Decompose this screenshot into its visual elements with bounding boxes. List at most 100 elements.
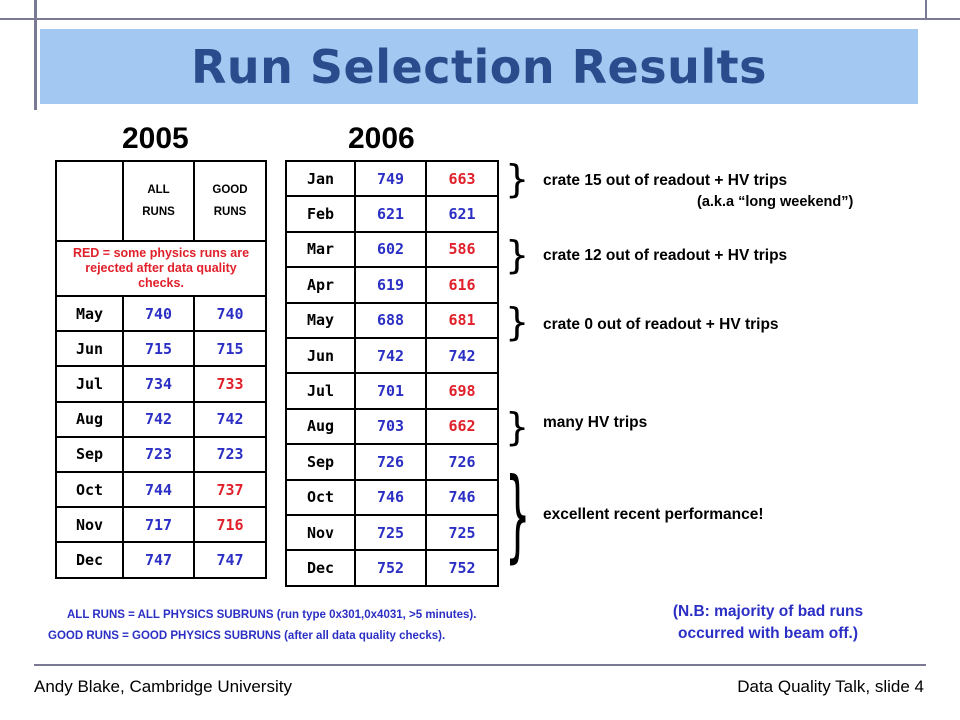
good-runs-cell: 747 <box>193 541 267 579</box>
good-runs-cell: 746 <box>425 478 499 516</box>
brace-icon: } <box>505 233 530 277</box>
annotation-crate0: crate 0 out of readout + HV trips <box>543 316 779 333</box>
nb-note: (N.B: majority of bad runs occurred with… <box>628 601 908 645</box>
good-runs-cell: 698 <box>425 372 499 410</box>
table-row: Jul 701 698 <box>285 372 499 410</box>
month-cell: Oct <box>285 478 356 516</box>
table-row: Jun 742 742 <box>285 336 499 375</box>
month-cell: Jan <box>285 159 356 198</box>
good-runs-cell: 737 <box>193 470 267 509</box>
table-row: May 740 740 <box>55 294 267 333</box>
table-row: Jun 715 715 <box>55 330 267 368</box>
month-cell: Oct <box>55 470 124 509</box>
good-runs-cell: 725 <box>425 513 499 552</box>
all-runs-cell: 752 <box>354 549 427 587</box>
table-row: Aug 742 742 <box>55 400 267 438</box>
month-cell: Mar <box>285 230 356 269</box>
annotation-long-weekend: (a.k.a “long weekend”) <box>697 194 854 210</box>
month-cell: Sep <box>55 435 124 473</box>
annotation-hv-trips: many HV trips <box>543 414 648 431</box>
all-runs-cell: 701 <box>354 372 427 410</box>
year-2006-heading: 2006 <box>348 122 415 155</box>
all-runs-cell: 726 <box>354 443 427 481</box>
table-row: Sep 726 726 <box>285 443 499 481</box>
frame-left-line <box>34 0 37 110</box>
table-2005: ALL RUNS GOOD RUNS RED = some physics ru… <box>55 160 267 579</box>
month-cell: Aug <box>55 400 124 438</box>
good-runs-cell: 733 <box>193 365 267 403</box>
all-runs-cell: 740 <box>122 294 195 333</box>
table-2006: Jan 749 663 Feb 621 621 Mar 602 586 Apr 619 616 May 6… <box>285 159 499 587</box>
large-brace-icon: } <box>505 456 531 573</box>
frame-right-tick <box>925 0 927 18</box>
good-runs-cell: 716 <box>193 506 267 544</box>
annotation-crate15: crate 15 out of readout + HV trips <box>543 172 788 189</box>
good-runs-cell: 621 <box>425 195 499 233</box>
table-row: Jul 734 733 <box>55 365 267 403</box>
all-runs-cell: 717 <box>122 506 195 544</box>
all-runs-cell: 747 <box>122 541 195 579</box>
header-all-runs-label: ALL RUNS <box>142 184 175 218</box>
month-cell: Sep <box>285 443 356 481</box>
month-cell: May <box>285 301 356 339</box>
year-2005-heading: 2005 <box>122 122 189 155</box>
header-empty-cell <box>55 160 124 242</box>
month-cell: Nov <box>285 513 356 552</box>
table-row: Aug 703 662 <box>285 407 499 446</box>
all-runs-cell: 749 <box>354 159 427 198</box>
all-runs-cell: 621 <box>354 195 427 233</box>
footer-slide-info: Data Quality Talk, slide 4 <box>737 677 924 696</box>
month-cell: Apr <box>285 266 356 304</box>
month-cell: Jun <box>285 336 356 375</box>
good-runs-cell: 723 <box>193 435 267 473</box>
table-2005-note-row: RED = some physics runs are rejected aft… <box>55 240 267 297</box>
table-row: Oct 746 746 <box>285 478 499 516</box>
all-runs-cell: 744 <box>122 470 195 509</box>
all-runs-cell: 725 <box>354 513 427 552</box>
month-cell: Aug <box>285 407 356 446</box>
good-runs-cell: 586 <box>425 230 499 269</box>
month-cell: May <box>55 294 124 333</box>
slide-title: Run Selection Results <box>191 39 767 94</box>
good-runs-cell: 616 <box>425 266 499 304</box>
annotation-excellent: excellent recent performance! <box>543 506 764 523</box>
table-row: May 688 681 <box>285 301 499 339</box>
table-row: Sep 723 723 <box>55 435 267 473</box>
all-runs-cell: 715 <box>122 330 195 368</box>
good-runs-cell: 742 <box>193 400 267 438</box>
all-runs-definition: ALL RUNS = ALL PHYSICS SUBRUNS (run type… <box>67 609 477 621</box>
table-row: Apr 619 616 <box>285 266 499 304</box>
table-row: Dec 752 752 <box>285 549 499 587</box>
brace-icon: } <box>505 157 530 201</box>
all-runs-cell: 746 <box>354 478 427 516</box>
table-row: Nov 725 725 <box>285 513 499 552</box>
all-runs-cell: 688 <box>354 301 427 339</box>
good-runs-cell: 662 <box>425 407 499 446</box>
all-runs-cell: 723 <box>122 435 195 473</box>
header-good-runs: GOOD RUNS <box>193 160 267 242</box>
table-row: Mar 602 586 <box>285 230 499 269</box>
header-good-runs-label: GOOD RUNS <box>212 184 248 218</box>
footer-divider <box>34 664 926 666</box>
all-runs-cell: 742 <box>354 336 427 375</box>
good-runs-cell: 752 <box>425 549 499 587</box>
table-row: Feb 621 621 <box>285 195 499 233</box>
good-runs-cell: 681 <box>425 301 499 339</box>
all-runs-cell: 703 <box>354 407 427 446</box>
annotation-crate12: crate 12 out of readout + HV trips <box>543 247 788 264</box>
good-runs-cell: 663 <box>425 159 499 198</box>
table-row: Nov 717 716 <box>55 506 267 544</box>
good-runs-definition: GOOD RUNS = GOOD PHYSICS SUBRUNS (after … <box>48 630 446 642</box>
frame-top-line <box>0 18 960 20</box>
all-runs-cell: 734 <box>122 365 195 403</box>
red-legend-note: RED = some physics runs are rejected aft… <box>55 240 267 297</box>
footer-author: Andy Blake, Cambridge University <box>34 677 292 696</box>
good-runs-cell: 715 <box>193 330 267 368</box>
title-band: Run Selection Results <box>40 29 918 104</box>
month-cell: Nov <box>55 506 124 544</box>
all-runs-cell: 602 <box>354 230 427 269</box>
nb-note-line2: occurred with beam off.) <box>678 625 858 642</box>
table-row: Dec 747 747 <box>55 541 267 579</box>
month-cell: Jul <box>285 372 356 410</box>
nb-note-line1: (N.B: majority of bad runs <box>672 603 864 620</box>
